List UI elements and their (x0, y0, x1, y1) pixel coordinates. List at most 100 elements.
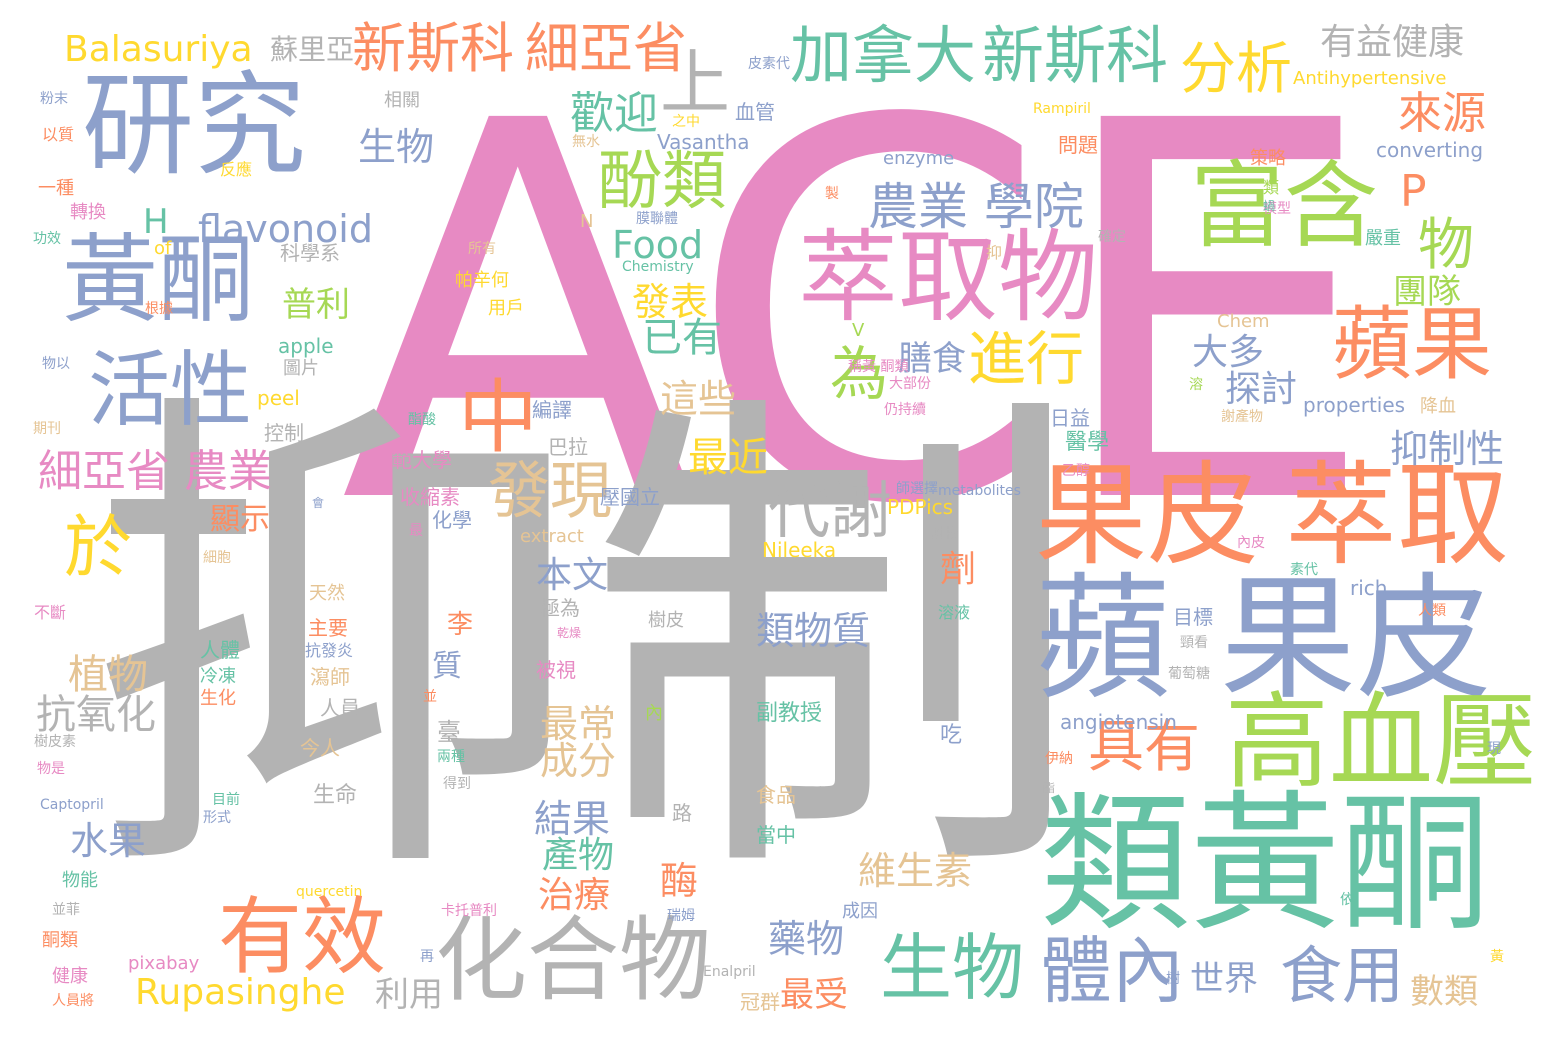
cloud-word: 控制 (264, 421, 304, 445)
cloud-word: 日益 (1050, 406, 1090, 430)
cloud-word: 謝物 (930, 526, 958, 542)
cloud-word: 結果 (534, 797, 611, 841)
cloud-word: 農業 學院 (868, 178, 1084, 236)
cloud-word: 會 (312, 496, 325, 510)
cloud-word: 瀉師 (310, 665, 350, 689)
cloud-word: 數類 (1410, 972, 1478, 1012)
cloud-word: angiotensin (1060, 710, 1177, 734)
cloud-word: 並菲 (52, 902, 80, 918)
cloud-word: 代謝 (768, 474, 893, 547)
cloud-word: 有益健康 (1320, 22, 1465, 63)
cloud-word: 溶 (1189, 377, 1203, 393)
cloud-word: 富含 (1190, 152, 1379, 261)
cloud-word: quercetin (296, 884, 363, 900)
cloud-word: 樹皮 (648, 610, 684, 631)
cloud-word: 當中 (756, 823, 796, 847)
cloud-word: 血管 (735, 100, 775, 124)
cloud-word: 有效 (218, 888, 387, 986)
cloud-word: 模型 (1263, 201, 1291, 217)
cloud-word: 新斯科 (982, 19, 1169, 92)
cloud-word: 科學系 (280, 241, 340, 265)
cloud-word: enzyme (883, 148, 955, 169)
cloud-word: 吃 (940, 723, 963, 748)
cloud-word: 策略 (1250, 148, 1286, 169)
cloud-word: 瑞姆 (667, 908, 695, 924)
cloud-word: 生命 (313, 783, 358, 808)
cloud-word: 依 (1340, 892, 1354, 908)
cloud-word: 維生素 (858, 849, 973, 893)
cloud-word: 人體 (200, 638, 240, 662)
cloud-word: 蘋果 (1332, 298, 1492, 391)
cloud-word: 質 (432, 649, 462, 684)
cloud-word: Rampiril (1033, 101, 1091, 117)
cloud-word: 類物質 (756, 609, 871, 653)
cloud-word: 物能 (62, 870, 98, 891)
cloud-word: 食用 (1280, 939, 1405, 1012)
cloud-word: 果皮 (1220, 561, 1492, 719)
cloud-word: 膜聯體 (636, 211, 678, 227)
cloud-word: 細胞 (203, 550, 231, 566)
cloud-word: 被視 (536, 658, 576, 682)
cloud-word: 健康 (52, 966, 88, 987)
cloud-word: 利用 (375, 975, 443, 1015)
cloud-word: 主要 (308, 616, 348, 640)
cloud-word: 降血 (1420, 396, 1456, 417)
cloud-word: Enalpril (703, 964, 756, 980)
cloud-word: 藥物 (768, 917, 845, 961)
cloud-word: 抗發炎 (305, 641, 354, 660)
cloud-word: Food (612, 223, 704, 267)
cloud-word: 產物 (542, 835, 615, 876)
cloud-word: metabolites (938, 483, 1021, 499)
cloud-word: 細亞省 (525, 17, 687, 80)
cloud-word: 大部份 (889, 376, 931, 392)
cloud-word: 類黃酮 (1040, 778, 1491, 952)
cloud-word: 生物 (880, 926, 1025, 1010)
cloud-word: V (852, 320, 865, 341)
cloud-word: N (580, 211, 594, 232)
cloud-word: 內 (645, 703, 663, 724)
cloud-word: 再 (420, 949, 434, 965)
cloud-word: 卡托普利 (441, 903, 497, 919)
cloud-word: P (1400, 166, 1427, 217)
cloud-word: 所有 (468, 241, 496, 257)
cloud-word: Chemistry (622, 259, 694, 275)
cloud-word: 抗氧化 (36, 692, 156, 738)
cloud-word: 已有 (642, 315, 722, 361)
cloud-word: 果皮 (1035, 451, 1259, 581)
cloud-word: 一種 (38, 178, 74, 199)
cloud-word: 分析 (1180, 37, 1292, 102)
cloud-word: 無水 (572, 134, 600, 150)
cloud-word: 最常 (540, 702, 617, 746)
cloud-word: 抑制 (85, 354, 1085, 936)
cloud-word: 蘋 (1035, 561, 1171, 719)
cloud-word: 反應 (220, 160, 253, 179)
cloud-word: 生化 (200, 688, 236, 709)
cloud-word: 冷凍 (200, 666, 236, 687)
cloud-word: 加拿大 (790, 19, 977, 92)
cloud-word: 酯酸 (408, 412, 436, 428)
cloud-word: 黃酮 (62, 224, 254, 336)
cloud-word: 轉換 (70, 202, 106, 223)
cloud-word: 為 (830, 340, 889, 408)
cloud-word: 帕辛何 (455, 270, 509, 291)
cloud-word: 確定 (1098, 229, 1126, 245)
cloud-word: 粉末 (40, 91, 68, 107)
cloud-word: 萃取物 (798, 219, 1098, 336)
cloud-word: 酮類 (42, 930, 78, 951)
cloud-word: 仍持續 (884, 402, 926, 418)
cloud-word: 普利 (282, 285, 350, 325)
cloud-word: 最近 (688, 435, 768, 481)
cloud-word: 物是 (37, 761, 65, 777)
cloud-word: 得到 (443, 776, 471, 792)
cloud-word: 稱黃 酮類 (848, 359, 909, 375)
cloud-word: 兩種 (437, 749, 465, 765)
cloud-word: Captopril (40, 797, 104, 813)
cloud-word: 治療 (538, 875, 611, 916)
cloud-word: 歡迎 (570, 88, 658, 139)
cloud-word: 萃取 (1285, 451, 1509, 581)
cloud-word: 高血壓 (1225, 681, 1538, 803)
cloud-word: 發現 (488, 454, 613, 527)
cloud-word: 以質 (42, 125, 75, 144)
cloud-word: 抑 (986, 243, 1003, 262)
cloud-word: 類 (1263, 178, 1280, 197)
